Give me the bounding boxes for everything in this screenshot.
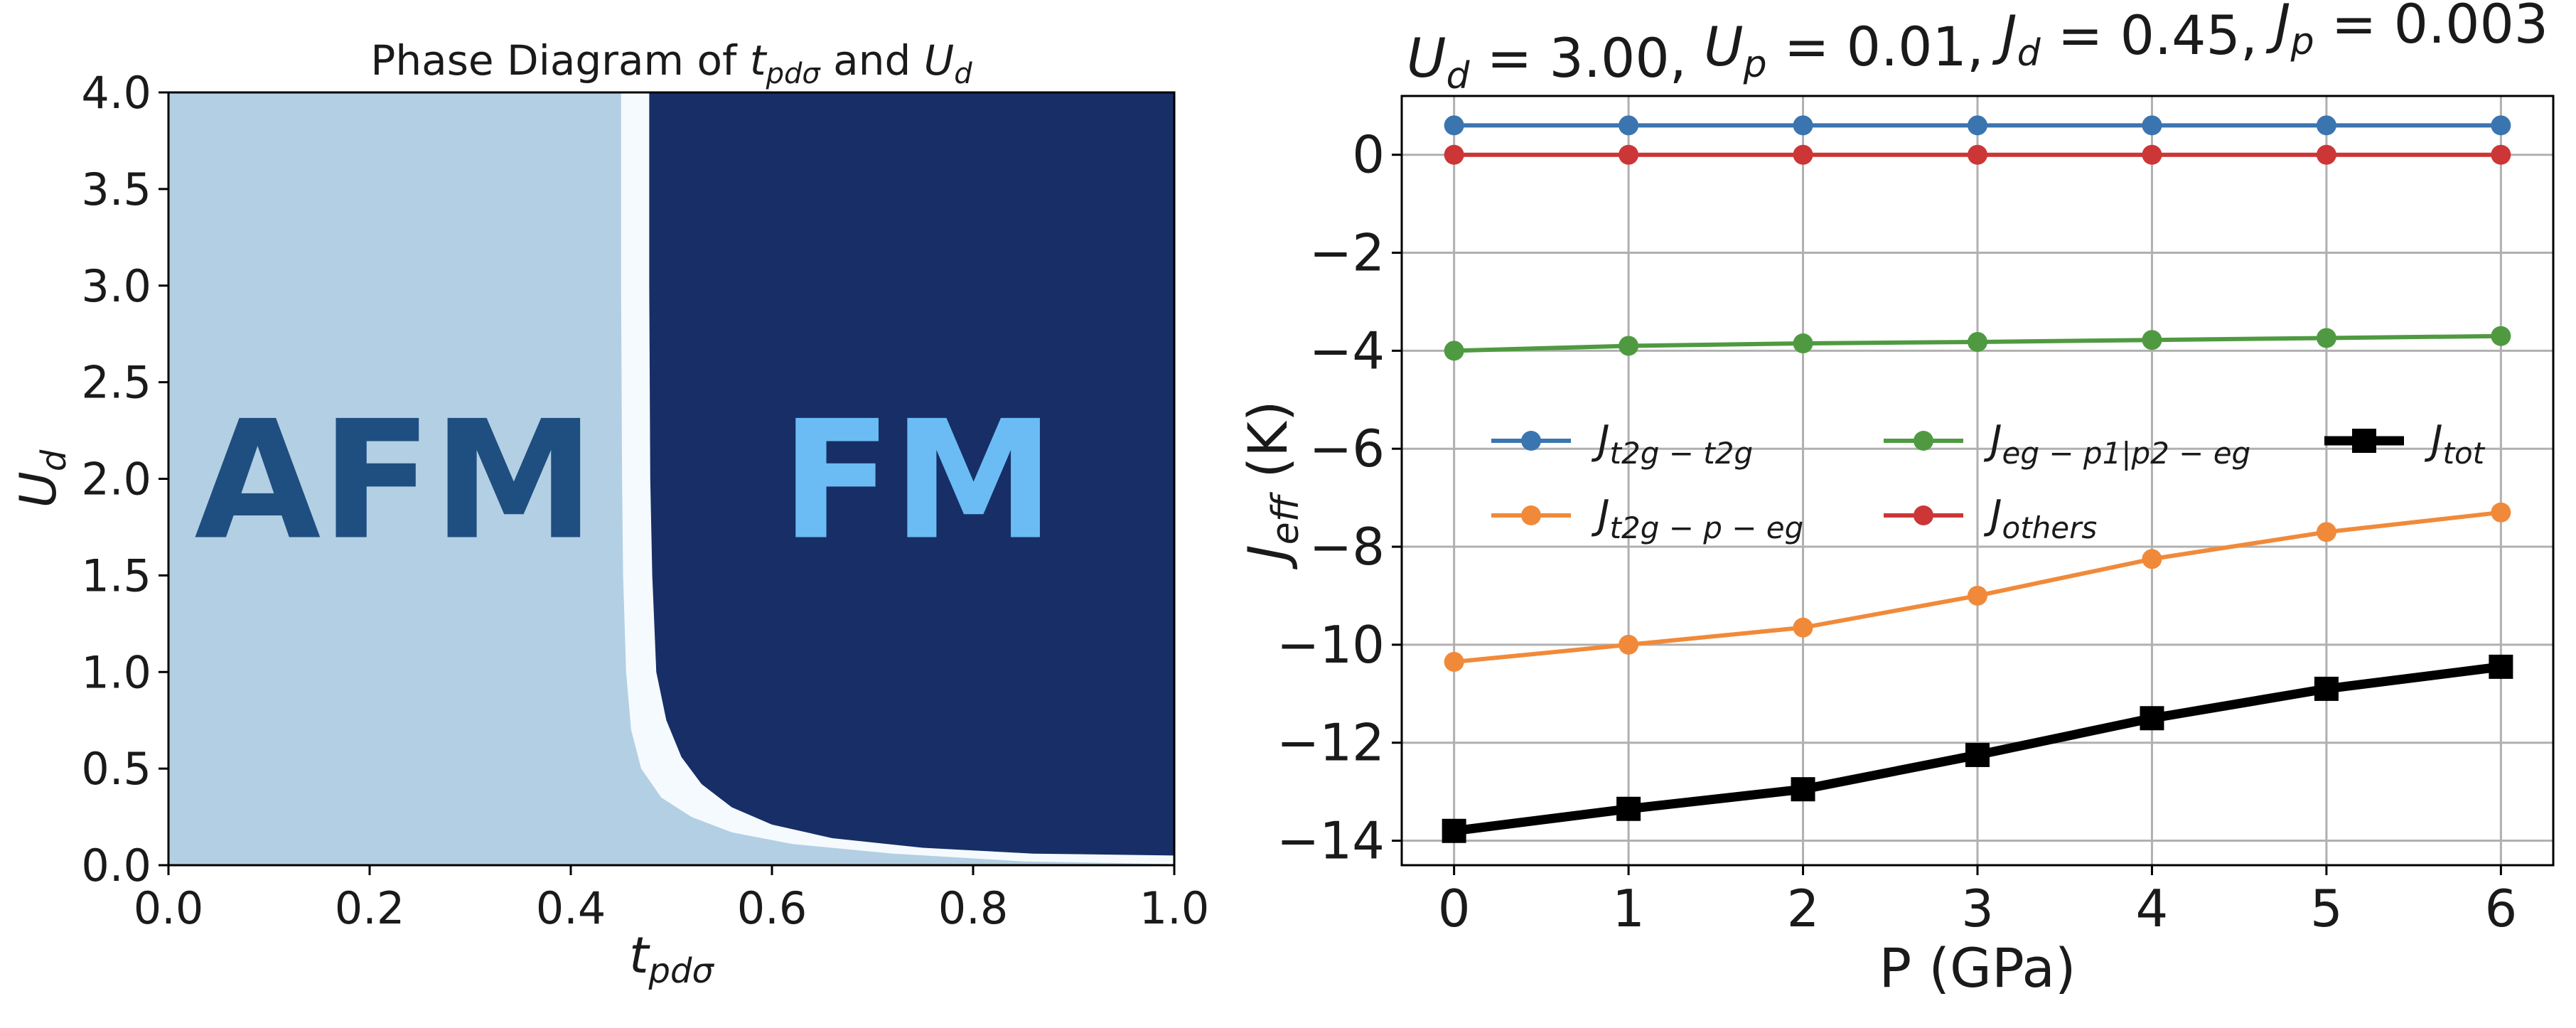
y-tick-label: 0.0 [81,840,151,892]
phase-diagram-title: Phase Diagram of tpdσ and Ud [370,36,972,90]
y-tick-label: −6 [1309,419,1385,478]
data-point-circle [1619,634,1639,655]
phase-x-axis-title: tpdσ [629,926,714,991]
data-point-circle [2142,330,2162,350]
x-tick-label: 1 [1612,879,1645,938]
data-point-circle [1968,331,1987,352]
x-tick-label: 4 [2136,879,2169,938]
data-point-circle [2491,502,2511,523]
phase-diagram-panel: AFM FM 0.0 0.2 0.4 0.6 0.8 1.0 0.0 0.5 1.0 1.5 2.0 2.… [9,36,1209,991]
data-point-circle [1968,115,1987,136]
y-tick-label: 0.5 [81,743,151,795]
data-point-circle [2491,326,2511,346]
legend-swatch-marker [2352,429,2376,453]
legend-label: Jtot [2424,417,2486,471]
data-point-circle [1793,333,1813,354]
x-tick-label: 0.0 [134,882,204,934]
y-tick-label: 2.5 [81,357,151,409]
y-tick-label: 3.5 [81,164,151,215]
data-point-circle [2316,144,2336,165]
data-point-square [1965,742,1990,767]
x-tick-label: 3 [1961,879,1994,938]
data-point-circle [1619,115,1639,136]
data-point-circle [1619,336,1639,356]
data-point-circle [2142,115,2162,136]
y-tick-label: 1.5 [81,550,151,601]
data-point-circle [1793,617,1813,638]
exchange-coupling-panel: 0 1 2 3 4 5 6 0 −2 −4 −6 −8 −10 −12 −14 Ud = 3.00, Up =… [1236,0,2555,1000]
data-point-circle [2316,328,2336,348]
data-point-circle [2491,115,2511,136]
x-tick-label: 5 [2310,879,2343,938]
line-plot-title: Ud = 3.00, Up = 0.01, Jd = 0.45, Jp = 0.… [1407,0,2548,97]
legend-label: Jeg − p1|p2 − eg [1983,417,2250,471]
data-point-circle [1968,144,1987,165]
y-tick-label: −14 [1277,811,1385,871]
phase-plot-area: AFM FM [168,92,1174,865]
y-tick-label: −8 [1309,517,1385,577]
legend-label: Jt2g − t2g [1591,417,1753,471]
x-tick-label: 0 [1438,879,1471,938]
x-tick-label: 0.4 [536,882,606,934]
y-tick-label: −4 [1309,321,1385,380]
legend-swatch-marker [1914,431,1933,451]
x-tick-label: 0.2 [335,882,405,934]
x-tick-label: 0.8 [938,882,1009,934]
y-tick-label: 3.0 [81,260,151,312]
line-x-axis-title: P (GPa) [1879,936,2076,1000]
legend-label: Jt2g − p − eg [1591,492,1803,545]
data-point-circle [1968,585,1987,606]
data-point-circle [1444,341,1464,361]
data-point-square [2140,706,2164,731]
legend: Jt2g − t2g Jt2g − p − eg Jeg − p1|p2 − eg J… [1491,417,2486,545]
data-point-circle [1793,144,1813,165]
afm-region [168,92,1174,865]
legend-swatch-marker [1914,505,1933,525]
y-tick-label: 1.0 [81,646,151,698]
data-point-circle [2316,115,2336,136]
x-tick-label: 0.6 [737,882,807,934]
y-tick-label: −10 [1277,615,1385,675]
legend-swatch-marker [1521,505,1541,525]
y-tick-label: 0 [1352,125,1385,185]
y-tick-label: −12 [1277,713,1385,773]
legend-label: Jothers [1983,492,2097,545]
fm-label: FM [780,387,1055,577]
data-point-circle [1444,115,1464,136]
data-point-circle [1444,144,1464,165]
legend-swatch-marker [1521,431,1541,451]
data-point-square [1616,796,1641,821]
data-point-square [2489,654,2513,679]
data-point-circle [2142,144,2162,165]
data-point-circle [2491,144,2511,165]
data-point-square [1791,777,1815,802]
line-y-axis-title: Jeff (K) [1236,400,1307,569]
y-tick-label: −2 [1309,223,1385,283]
data-point-circle [1444,651,1464,672]
data-point-circle [2142,549,2162,569]
x-tick-label: 6 [2484,879,2517,938]
data-point-circle [1793,115,1813,136]
phase-y-axis-title: Ud [9,449,74,508]
x-tick-label: 1.0 [1139,882,1210,934]
afm-label: AFM [194,387,595,577]
data-point-square [2314,676,2339,701]
data-point-square [1442,818,1466,843]
y-tick-label: 2.0 [81,454,151,505]
data-point-circle [1619,144,1639,165]
y-tick-label: 4.0 [81,67,151,119]
x-tick-label: 2 [1787,879,1820,938]
data-point-circle [2316,522,2336,542]
